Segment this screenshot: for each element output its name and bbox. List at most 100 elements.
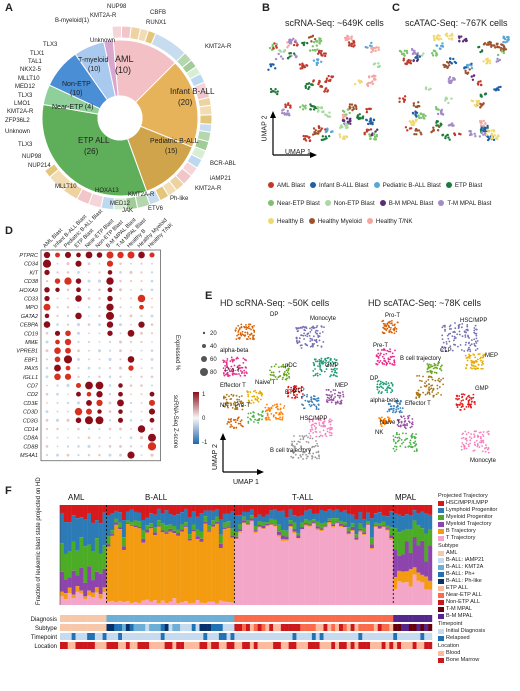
umap-point bbox=[415, 115, 418, 118]
hd-umap-point bbox=[303, 407, 306, 410]
hd-umap-point bbox=[229, 398, 232, 401]
hd-umap-point bbox=[236, 334, 238, 337]
stacked-bar-segment bbox=[253, 530, 258, 532]
hd-umap-point bbox=[229, 370, 232, 373]
hd-umap-point bbox=[445, 342, 448, 345]
track-cell bbox=[280, 633, 285, 640]
stacked-bar-segment bbox=[331, 510, 336, 519]
stacked-bar-segment bbox=[385, 505, 390, 517]
dotplot-gene-label: CD3G bbox=[23, 418, 39, 424]
umap-point bbox=[478, 135, 482, 138]
hd-umap-point bbox=[442, 383, 445, 386]
stacked-bar-segment bbox=[168, 505, 173, 515]
dotplot-dot bbox=[119, 332, 122, 335]
track-cell bbox=[393, 642, 398, 649]
track-cell bbox=[331, 615, 336, 622]
stacked-bar-segment bbox=[118, 600, 123, 605]
track-cell bbox=[234, 624, 239, 631]
hd-umap-point bbox=[313, 363, 316, 366]
dotplot-dot bbox=[129, 436, 133, 440]
track-cell bbox=[160, 615, 165, 622]
umap-point bbox=[450, 123, 453, 126]
hd-umap-point bbox=[469, 354, 472, 357]
hd-umap-point bbox=[276, 378, 278, 381]
legend-swatch bbox=[438, 651, 444, 656]
dotplot-dot bbox=[140, 262, 143, 265]
stacked-bar-segment bbox=[327, 509, 332, 519]
hd-umap-point bbox=[383, 325, 386, 327]
hd-umap-point bbox=[444, 328, 446, 331]
dotplot-dot bbox=[97, 279, 102, 283]
umap-point bbox=[271, 90, 274, 93]
dotplot-dot bbox=[66, 288, 70, 292]
stacked-bar-segment bbox=[346, 527, 351, 532]
track-cell bbox=[370, 633, 375, 640]
stacked-bar-segment bbox=[102, 587, 107, 593]
track-cell bbox=[102, 615, 107, 622]
track-cell bbox=[280, 624, 285, 631]
hd-umap-point bbox=[431, 391, 434, 393]
hd-umap-point bbox=[294, 453, 297, 456]
umap-point bbox=[276, 90, 280, 93]
umap-point bbox=[320, 60, 323, 64]
stacked-bar-segment bbox=[60, 591, 65, 597]
umap-point bbox=[368, 44, 372, 47]
umap-point bbox=[410, 127, 413, 130]
hd-umap-point bbox=[464, 354, 467, 357]
umap-point bbox=[443, 65, 446, 69]
hd-umap-point bbox=[397, 419, 400, 422]
hd-umap-point bbox=[315, 440, 317, 442]
umap-point bbox=[367, 76, 371, 79]
hd-umap-point bbox=[312, 395, 315, 397]
stacked-bar-segment bbox=[346, 534, 351, 605]
umap-point bbox=[413, 133, 416, 136]
stacked-bar-segment bbox=[315, 513, 320, 522]
hd-umap-point bbox=[242, 401, 244, 404]
stacked-bar-segment bbox=[420, 574, 425, 583]
hd-umap-point bbox=[330, 374, 332, 376]
stacked-bar-segment bbox=[424, 513, 429, 534]
hd-umap-point bbox=[416, 392, 419, 394]
legend-label: ETP Blast bbox=[454, 181, 483, 189]
stacked-bar-segment bbox=[408, 552, 413, 570]
track-cell bbox=[137, 624, 142, 631]
track-cell bbox=[176, 624, 181, 631]
track-cell bbox=[133, 642, 138, 649]
umap-point bbox=[321, 110, 324, 114]
hd-umap-point bbox=[328, 361, 330, 363]
hd-umap-point bbox=[341, 391, 344, 393]
hd-left-label: Pre-T bbox=[235, 403, 250, 409]
stacked-bar-segment bbox=[238, 523, 243, 530]
umap-point bbox=[281, 111, 284, 115]
umap-point bbox=[422, 52, 425, 55]
hd-umap-point bbox=[270, 371, 273, 374]
hd-umap-point bbox=[332, 397, 335, 400]
stacked-bar-segment bbox=[211, 520, 216, 525]
hd-umap-point bbox=[321, 362, 324, 365]
umap-point bbox=[315, 61, 318, 65]
umap-point bbox=[359, 117, 362, 120]
stacked-bar-segment bbox=[102, 568, 107, 588]
hd-umap-point bbox=[380, 382, 382, 385]
dotplot-gene-label: CD14 bbox=[24, 427, 38, 433]
stacked-bar-segment bbox=[412, 574, 417, 605]
umap-point bbox=[440, 108, 443, 111]
stacked-bar-segment bbox=[145, 599, 150, 605]
dotplot-dot bbox=[45, 366, 49, 370]
hd-umap-point bbox=[397, 405, 399, 408]
stacked-bar-segment bbox=[412, 510, 417, 521]
hd-umap-point bbox=[468, 353, 471, 356]
hd-umap-point bbox=[297, 330, 299, 332]
stacked-bar-segment bbox=[110, 530, 115, 535]
hd-umap-point bbox=[233, 364, 236, 367]
hd-umap-point bbox=[247, 412, 250, 415]
hd-left-label: alpha-beta bbox=[220, 348, 249, 354]
hd-umap-point bbox=[295, 337, 298, 340]
track-cell bbox=[404, 642, 409, 649]
track-cell bbox=[327, 633, 332, 640]
track-cell bbox=[308, 615, 313, 622]
dotplot-dot bbox=[130, 262, 132, 265]
hd-umap-point bbox=[473, 329, 476, 332]
hd-umap-point bbox=[315, 406, 318, 409]
stacked-bar-segment bbox=[373, 525, 378, 527]
